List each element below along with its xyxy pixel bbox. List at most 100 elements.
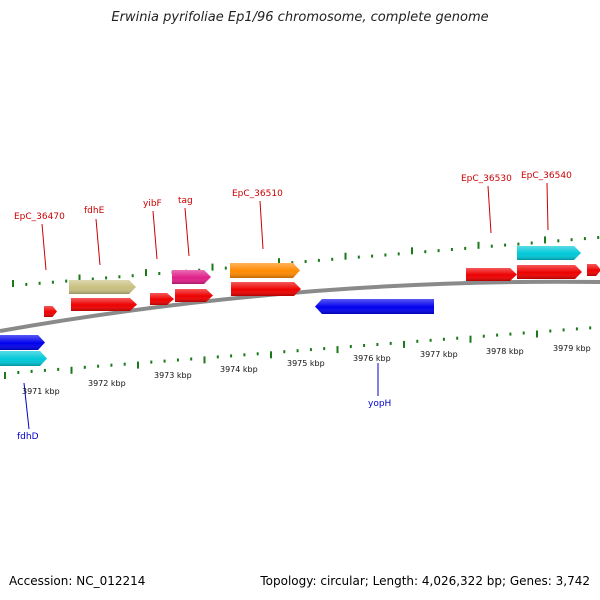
outer-tick-mark: [597, 236, 600, 239]
scale-label: 3971 kbp: [22, 387, 60, 396]
inner-tick-mark: [137, 361, 139, 369]
outer-tick-mark: [78, 274, 81, 282]
outer-tick-mark: [357, 255, 360, 259]
inner-tick-mark: [190, 357, 193, 361]
inner-tick-mark: [57, 367, 60, 371]
gene-arrow-g8[interactable]: [230, 263, 300, 278]
inner-tick-mark: [482, 334, 485, 338]
inner-tick-mark: [43, 368, 46, 372]
outer-tick-mark: [105, 276, 108, 280]
outer-tick-ring: [12, 236, 600, 287]
gene-arrow-g5[interactable]: [175, 289, 213, 302]
gene-arrow-g15[interactable]: [0, 351, 47, 366]
inner-tick-mark: [283, 350, 286, 354]
inner-tick-mark: [589, 326, 592, 330]
scale-label: 3977 kbp: [420, 350, 458, 359]
inner-tick-mark: [456, 336, 459, 340]
inner-tick-mark: [336, 346, 339, 354]
inner-tick-mark: [536, 330, 538, 338]
gene-label: yibF: [143, 199, 162, 209]
inner-tick-mark: [230, 354, 233, 358]
gene-label: yopH: [368, 399, 391, 409]
inner-tick-mark: [4, 372, 6, 379]
leader-line: [259, 200, 264, 250]
gene-arrow-g10[interactable]: [466, 268, 517, 281]
outer-tick-mark: [570, 238, 573, 242]
gene-label: EpC_36470: [14, 212, 65, 222]
outer-tick-mark: [583, 237, 586, 241]
chromosome-backbone: [0, 279, 600, 333]
inner-tick-mark: [30, 369, 33, 373]
inner-tick-mark: [216, 355, 219, 359]
outer-tick-mark: [25, 282, 28, 286]
inner-tick-mark: [469, 335, 472, 343]
scale-labels: 3971 kbp 3972 kbp 3973 kbp 3974 kbp 3975 kbp…: [22, 344, 591, 396]
leader-line: [23, 382, 30, 430]
scale-label: 3979 kbp: [553, 344, 591, 353]
accession-text: Accession: NC_012214: [9, 574, 146, 588]
inner-tick-mark: [403, 340, 405, 348]
outer-tick-mark: [464, 246, 467, 250]
outer-tick-mark: [384, 253, 387, 257]
scale-label: 3974 kbp: [220, 365, 258, 374]
inner-tick-ring: [4, 326, 592, 379]
gene-label: fdhE: [84, 206, 105, 216]
gene-arrow-g6[interactable]: [172, 270, 211, 284]
leader-line: [487, 185, 492, 234]
outer-tick-mark: [118, 275, 121, 279]
outer-tick-mark: [504, 243, 507, 247]
leader-line: [184, 207, 190, 257]
gene-arrow-g14[interactable]: [0, 335, 45, 350]
outer-tick-mark: [450, 248, 453, 251]
leader-line: [546, 182, 549, 231]
gene-arrow-g2[interactable]: [71, 298, 137, 311]
outer-tick-mark: [51, 280, 54, 284]
inner-tick-mark: [575, 327, 578, 331]
leader-line: [95, 218, 101, 266]
leader-line: [152, 210, 158, 260]
scale-label: 3973 kbp: [154, 371, 192, 380]
label-leader-lines: [23, 182, 549, 430]
outer-tick-mark: [557, 239, 560, 243]
gene-arrow-g13[interactable]: [587, 264, 600, 276]
gene-label: EpC_36540: [521, 171, 572, 181]
inner-tick-mark: [110, 363, 113, 367]
outer-tick-mark: [224, 266, 227, 270]
outer-tick-mark: [91, 277, 94, 281]
inner-tick-mark: [496, 333, 499, 337]
scale-label: 3976 kbp: [353, 354, 391, 363]
gene-arrow-g7[interactable]: [231, 282, 301, 296]
inner-tick-mark: [429, 338, 432, 342]
gene-label: EpC_36510: [232, 189, 283, 199]
inner-tick-mark: [203, 356, 206, 364]
inner-tick-mark: [17, 371, 20, 374]
gene-arrow-g4[interactable]: [150, 293, 174, 305]
outer-tick-mark: [477, 241, 480, 249]
gene-arrow-g12[interactable]: [517, 246, 581, 260]
gene-arrow-g11[interactable]: [517, 265, 582, 279]
gene-arrow-g3[interactable]: [69, 280, 136, 294]
gene-arrow-g1[interactable]: [44, 306, 57, 317]
inner-tick-mark: [349, 345, 352, 348]
map-title: Erwinia pyrifoliae Ep1/96 chromosome, co…: [111, 10, 489, 25]
inner-tick-mark: [376, 343, 379, 346]
genome-summary-text: Topology: circular; Length: 4,026,322 bp…: [260, 574, 590, 588]
gene-label: tag: [178, 196, 193, 206]
outer-tick-mark: [317, 258, 320, 262]
outer-tick-mark: [304, 260, 307, 263]
scale-label: 3978 kbp: [486, 347, 524, 356]
inner-tick-mark: [549, 329, 552, 333]
outer-tick-mark: [331, 257, 334, 261]
inner-tick-mark: [270, 351, 272, 359]
gene-labels: EpC_36470 fdhE yibF tag EpC_36510 EpC_36530 Ep…: [14, 171, 572, 442]
inner-tick-mark: [176, 358, 179, 362]
gene-features: [0, 246, 600, 366]
outer-tick-mark: [371, 254, 374, 258]
inner-tick-mark: [123, 362, 126, 366]
outer-tick-mark: [211, 263, 214, 271]
inner-tick-mark: [416, 339, 419, 343]
gene-arrow-g9[interactable]: [315, 299, 434, 314]
outer-tick-mark: [145, 269, 147, 277]
inner-tick-mark: [309, 348, 312, 352]
